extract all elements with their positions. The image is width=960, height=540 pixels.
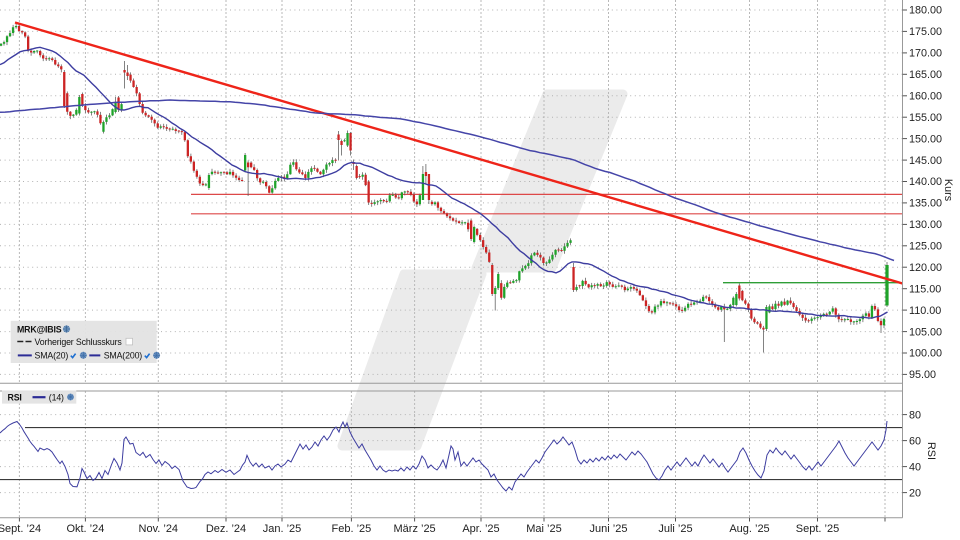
svg-text:110.00: 110.00: [909, 305, 941, 317]
svg-text:120.00: 120.00: [909, 262, 942, 274]
svg-text:Mai ’25: Mai ’25: [526, 523, 561, 535]
svg-text:Juni ’25: Juni ’25: [590, 523, 628, 535]
svg-text:155.00: 155.00: [909, 112, 942, 124]
svg-text:März ’25: März ’25: [394, 523, 436, 535]
svg-text:100.00: 100.00: [909, 348, 942, 360]
svg-text:105.00: 105.00: [909, 326, 942, 338]
svg-text:Vorheriger Schlusskurs: Vorheriger Schlusskurs: [35, 337, 123, 347]
svg-text:135.00: 135.00: [909, 198, 942, 210]
svg-text:Aug. ’25: Aug. ’25: [729, 523, 769, 535]
svg-text:165.00: 165.00: [909, 69, 942, 81]
svg-text:RSI: RSI: [925, 442, 937, 460]
svg-text:Dez. ’24: Dez. ’24: [206, 523, 246, 535]
svg-text:Kurs: Kurs: [942, 179, 954, 202]
svg-text:150.00: 150.00: [909, 133, 942, 145]
svg-text:115.00: 115.00: [909, 283, 941, 295]
svg-text:175.00: 175.00: [909, 26, 942, 38]
svg-text:Feb. ’25: Feb. ’25: [332, 523, 372, 535]
svg-text:145.00: 145.00: [909, 155, 942, 167]
svg-text:125.00: 125.00: [909, 241, 942, 253]
svg-text:SMA(200): SMA(200): [104, 351, 143, 361]
svg-text:80: 80: [909, 409, 921, 421]
svg-text:95.00: 95.00: [909, 369, 936, 381]
svg-text:140.00: 140.00: [909, 176, 942, 188]
svg-text:SMA(20): SMA(20): [35, 351, 69, 361]
svg-text:Sept. ’25: Sept. ’25: [796, 523, 839, 535]
svg-text:180.00: 180.00: [909, 5, 942, 17]
svg-text:Juli ’25: Juli ’25: [658, 523, 692, 535]
svg-text:Jan. ’25: Jan. ’25: [263, 523, 302, 535]
svg-text:Sept. ’24: Sept. ’24: [0, 523, 41, 535]
svg-text:160.00: 160.00: [909, 90, 942, 102]
svg-text:Apr. ’25: Apr. ’25: [462, 523, 499, 535]
svg-text:40: 40: [909, 461, 921, 473]
svg-text:Okt. ’24: Okt. ’24: [66, 523, 104, 535]
svg-text:20: 20: [909, 487, 921, 499]
svg-text:60: 60: [909, 435, 921, 447]
svg-text:MRK@IBIS: MRK@IBIS: [17, 325, 62, 335]
svg-text:(14): (14): [49, 393, 64, 403]
svg-text:170.00: 170.00: [909, 48, 942, 60]
svg-text:130.00: 130.00: [909, 219, 942, 231]
svg-text:Nov. ’24: Nov. ’24: [139, 523, 179, 535]
svg-text:RSI: RSI: [8, 392, 22, 402]
